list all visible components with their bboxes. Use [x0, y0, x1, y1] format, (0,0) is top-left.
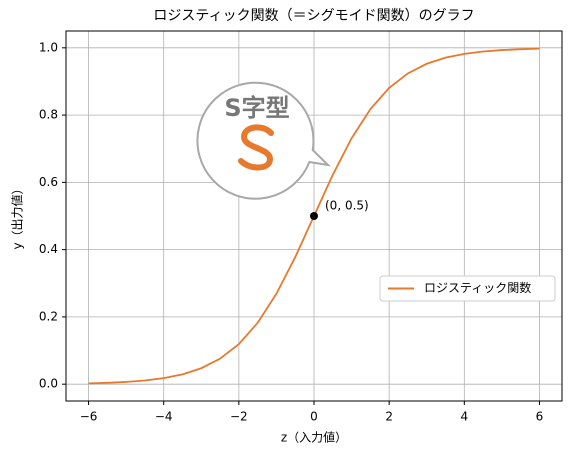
plot-area: −6 −4 −2 0 2 4 6 0.0 0.2 0.4 0.6 0.8 1.0 (0, 0.5) ロジステ… — [39, 30, 563, 424]
x-tick-label: 4 — [460, 410, 468, 424]
y-tick-label: 1.0 — [39, 40, 58, 54]
x-tick-label: 2 — [385, 410, 393, 424]
callout-bubble — [196, 81, 331, 200]
callout: S字型 — [196, 81, 331, 200]
y-tick-label: 0.0 — [39, 377, 58, 391]
callout-text: S字型 — [224, 94, 289, 122]
y-tick-label: 0.4 — [39, 242, 58, 256]
x-tick-label: −6 — [80, 410, 98, 424]
chart-title: ロジスティック関数（＝シグモイド関数）のグラフ — [153, 8, 474, 24]
y-tick-label: 0.6 — [39, 175, 58, 189]
legend-label: ロジスティック関数 — [424, 280, 531, 295]
legend: ロジスティック関数 — [379, 275, 556, 302]
s-icon — [238, 124, 274, 171]
x-tick-label: −4 — [155, 410, 173, 424]
x-tick-label: 6 — [536, 410, 544, 424]
x-tick-label: −2 — [230, 410, 248, 424]
plot-frame — [65, 30, 563, 402]
y-axis-label: y（出力値） — [10, 182, 25, 249]
x-axis-label: z（入力値） — [281, 430, 347, 445]
annotation-label: (0, 0.5) — [325, 199, 369, 213]
y-tick-label: 0.2 — [39, 309, 58, 323]
x-tick-label: 0 — [310, 410, 318, 424]
y-tick-label: 0.8 — [39, 108, 58, 122]
annotation-point — [310, 212, 318, 220]
legend-box — [379, 275, 556, 302]
